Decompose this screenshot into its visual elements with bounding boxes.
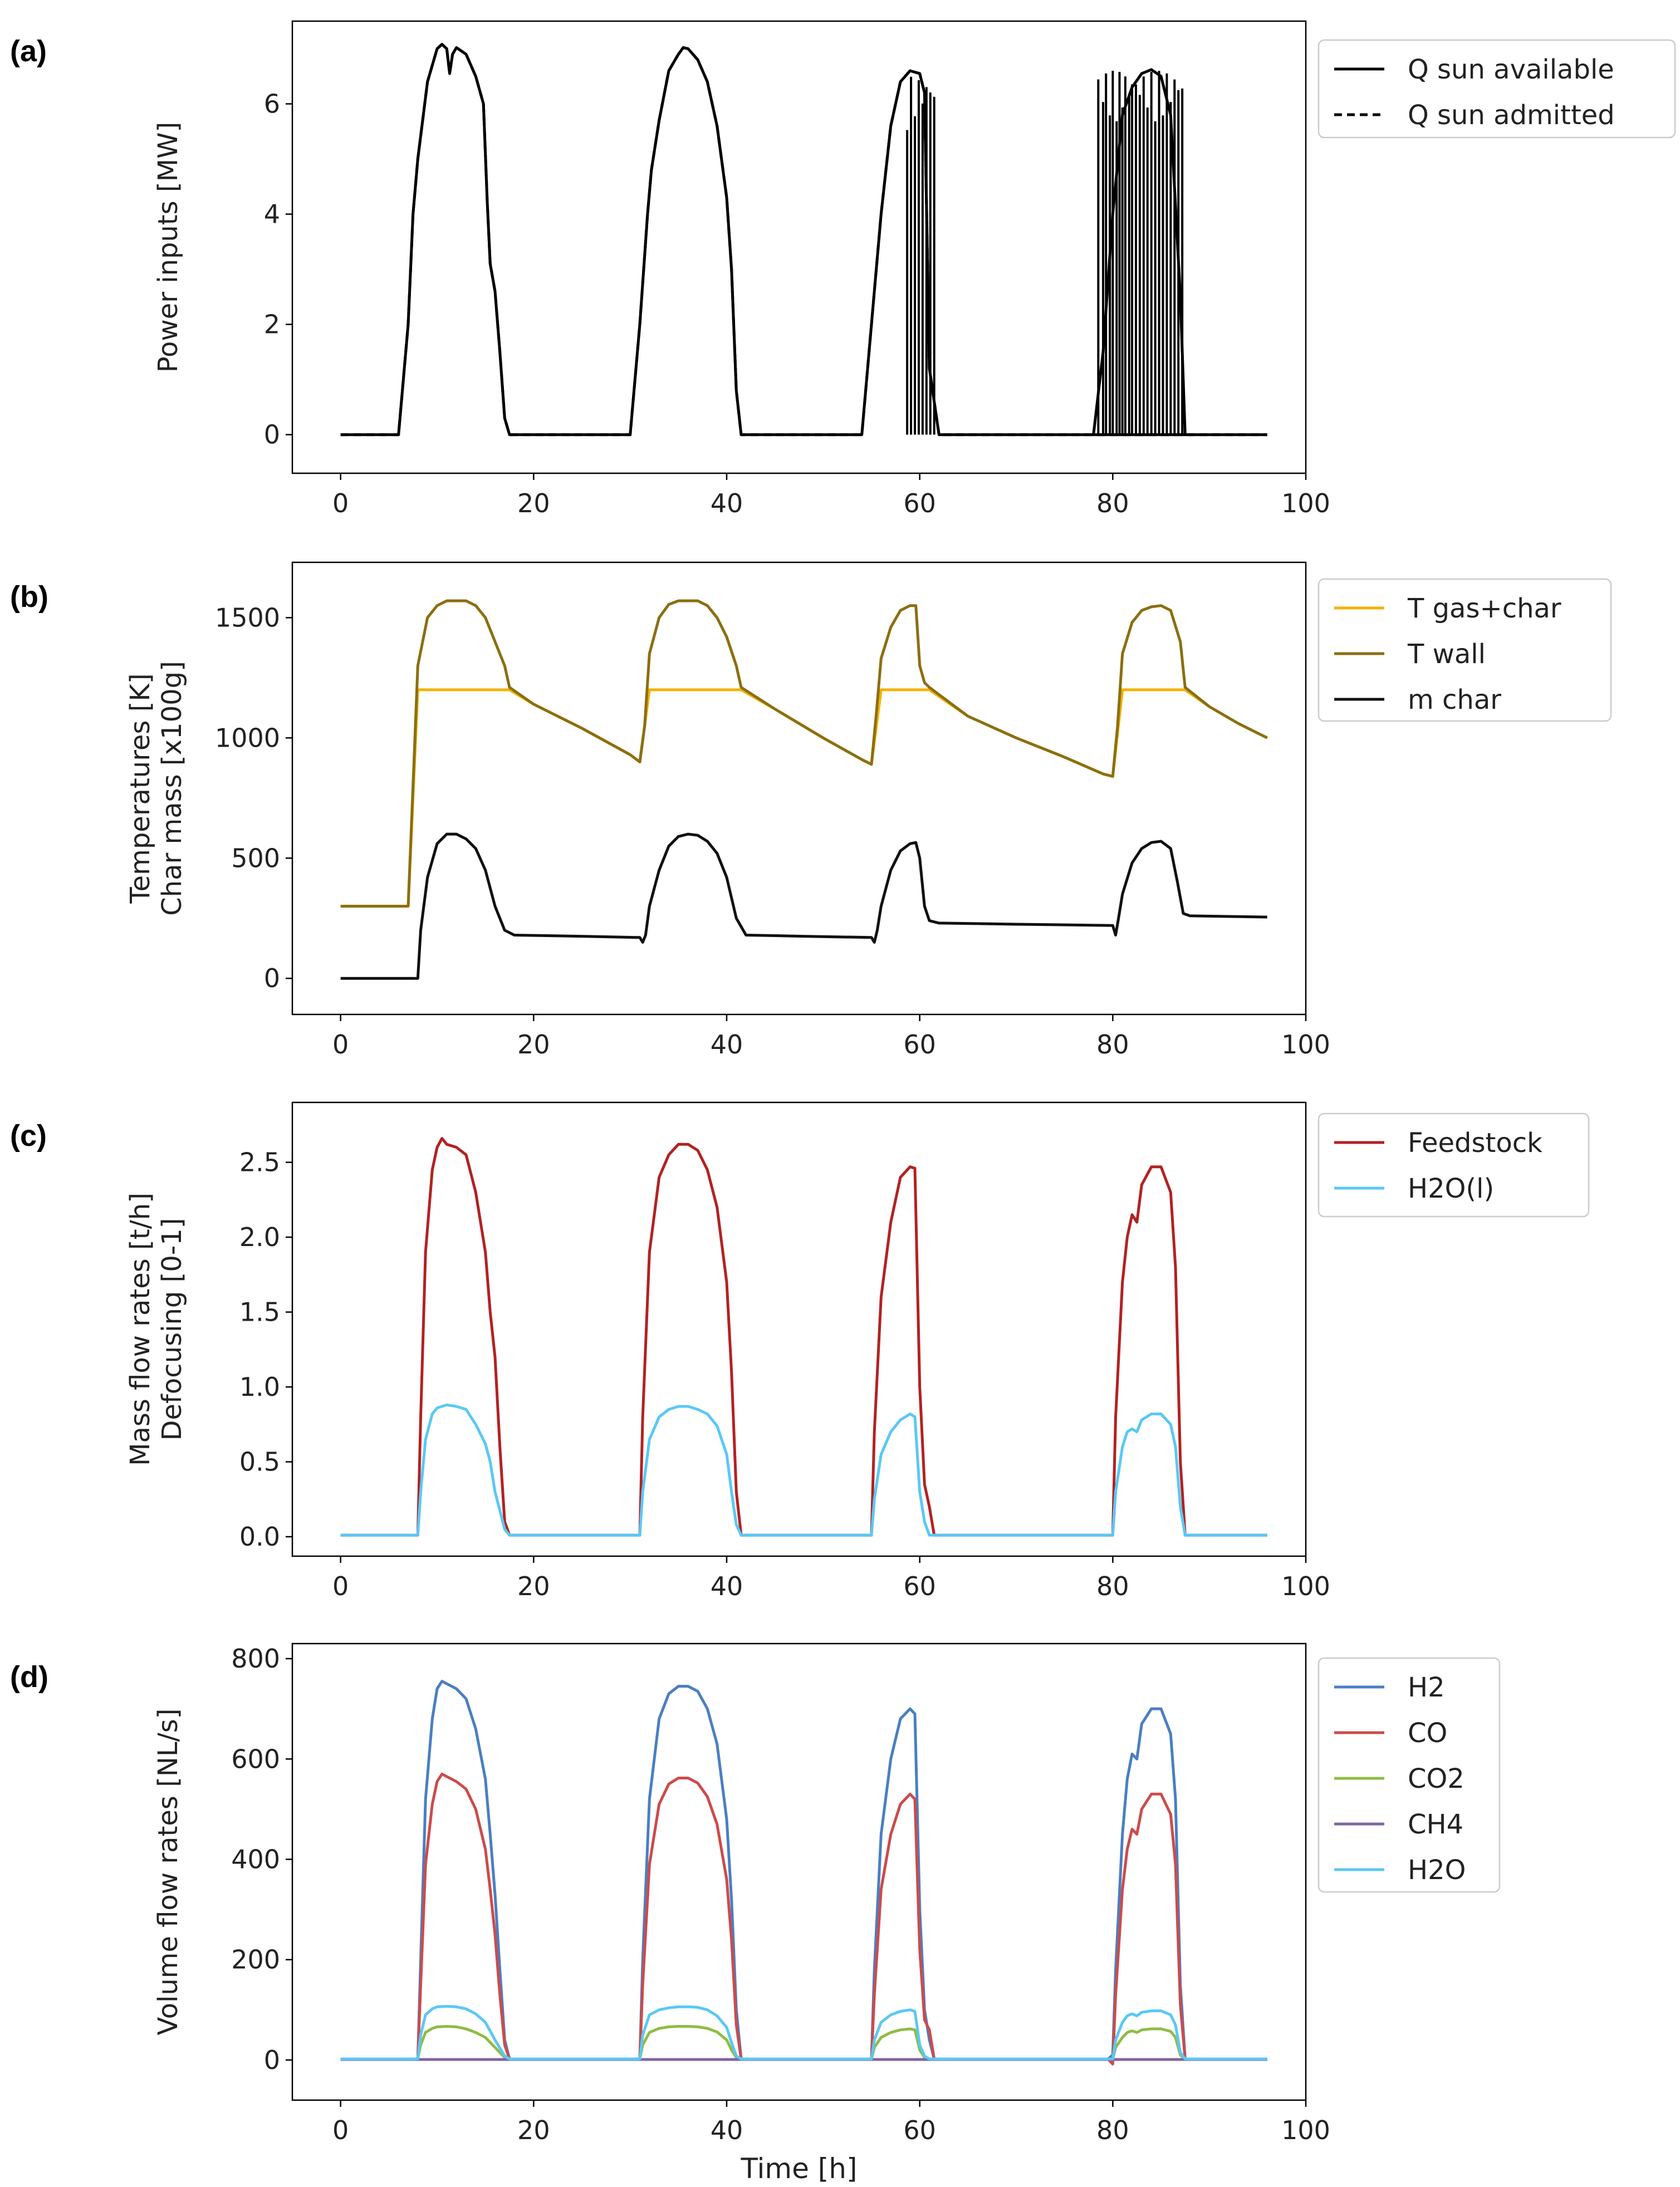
y-tick-label: 0.5 — [239, 1447, 280, 1477]
legend: T gas+char T wall m char — [1317, 578, 1612, 722]
y-tick-label: 1.5 — [239, 1297, 280, 1327]
legend: H2 CO CO2 CH4 H2O — [1317, 1657, 1501, 1893]
y-tick-label: 600 — [231, 1744, 280, 1774]
series-line-feedstock — [340, 1137, 1267, 1537]
x-tick-label: 40 — [711, 1029, 743, 1060]
y-tick-label: 1500 — [215, 602, 280, 632]
legend-box — [1317, 578, 1612, 722]
x-tick-label: 0 — [332, 2115, 349, 2145]
x-tick-label: 60 — [903, 488, 936, 518]
legend-label: CO — [1408, 1718, 1447, 1749]
series-line-co2 — [340, 2025, 1267, 2061]
axes-frame — [291, 1642, 1307, 2101]
series-line-h2o — [340, 2005, 1267, 2061]
panel-label: (a) — [10, 35, 47, 68]
x-tick-label: 40 — [711, 2115, 743, 2145]
x-tick-label: 80 — [1096, 1029, 1129, 1060]
x-tick-label: 100 — [1281, 488, 1330, 518]
x-tick-label: 20 — [517, 488, 550, 518]
y-tick-label: 0 — [264, 2045, 280, 2075]
legend-box — [1317, 39, 1676, 139]
y-axis-label: Power inputs [MW] — [153, 122, 184, 372]
legend-label: T wall — [1407, 639, 1486, 670]
y-tick-label: 2 — [264, 310, 280, 340]
x-tick-label: 100 — [1281, 2115, 1330, 2145]
y-tick-label: 0 — [264, 420, 280, 450]
x-tick-label: 20 — [517, 1571, 550, 1601]
y-axis-label-2: Defocusing [0-1] — [156, 1218, 188, 1441]
legend: Q sun available Q sun admitted — [1317, 39, 1676, 139]
legend-label: CH4 — [1408, 1809, 1463, 1840]
y-tick-label: 500 — [231, 843, 280, 873]
series-line-h2o-l- — [340, 1403, 1267, 1537]
series-line-t-wall — [340, 599, 1268, 908]
legend-box — [1317, 1657, 1501, 1893]
x-tick-label: 0 — [332, 1029, 349, 1060]
y-axis-label-2: Char mass [x100g] — [156, 661, 188, 916]
legend-box — [1317, 1112, 1590, 1218]
y-tick-label: 0.0 — [239, 1522, 280, 1552]
x-tick-label: 80 — [1096, 1571, 1129, 1601]
x-tick-label: 80 — [1096, 488, 1129, 518]
panel-label: (d) — [10, 1660, 48, 1694]
x-axis-label: Time [h] — [741, 2152, 858, 2185]
y-tick-label: 0 — [264, 963, 280, 993]
series-line-co — [340, 1772, 1267, 2066]
y-tick-label: 2.0 — [239, 1222, 280, 1252]
x-tick-label: 40 — [711, 488, 743, 518]
legend-label: Feedstock — [1408, 1127, 1542, 1159]
chart-panel-3: (c) 0 20 40 60 80 100 0.0 0.5 1.0 1.5 2.0 2.5 Mass fl… — [10, 1101, 1590, 1601]
x-tick-label: 80 — [1096, 2115, 1129, 2145]
panel-label: (b) — [10, 580, 48, 614]
legend-label: H2 — [1408, 1672, 1445, 1703]
legend-label: T gas+char — [1407, 593, 1561, 624]
y-tick-label: 800 — [231, 1644, 280, 1674]
chart-panel-4: (d) 0 20 40 60 80 100 0 200 400 600 800 Volume flow … — [10, 1642, 1501, 2185]
y-tick-label: 4 — [264, 199, 280, 229]
x-tick-label: 60 — [903, 1029, 936, 1060]
axes-frame — [291, 561, 1307, 1016]
y-tick-label: 1000 — [215, 723, 280, 753]
x-tick-label: 0 — [332, 1571, 349, 1601]
axes-frame — [291, 20, 1307, 474]
panel-label: (c) — [10, 1119, 47, 1153]
x-tick-label: 20 — [517, 1029, 550, 1060]
x-tick-label: 40 — [711, 1571, 743, 1601]
series-line-h2 — [340, 1680, 1267, 2061]
x-tick-label: 100 — [1281, 1029, 1330, 1060]
chart-panel-1: (a) 0 20 40 60 80 100 0 2 4 6 Power inputs [MW] Q su… — [10, 20, 1676, 518]
legend-label: H2O(l) — [1408, 1173, 1494, 1204]
series-line-m-char — [340, 832, 1267, 980]
x-tick-label: 60 — [903, 1571, 936, 1601]
legend-label: CO2 — [1408, 1763, 1465, 1794]
chart-panel-2: (b)0 20 40 60 80 100050010001500Temperatures … — [10, 561, 1612, 1060]
y-axis-label: Volume flow rates [NL/s] — [153, 1709, 184, 2036]
x-tick-label: 0 — [332, 488, 349, 518]
legend-label: Q sun admitted — [1408, 100, 1615, 131]
axes-frame — [291, 1101, 1307, 1557]
y-tick-label: 6 — [264, 89, 280, 119]
x-tick-label: 60 — [903, 2115, 936, 2145]
y-axis-label: Mass flow rates [t/h] — [125, 1193, 156, 1466]
legend-label: H2O — [1408, 1855, 1466, 1886]
legend: Feedstock H2O(l) — [1317, 1112, 1590, 1218]
legend-label: Q sun available — [1408, 54, 1614, 85]
y-tick-label: 2.5 — [239, 1148, 280, 1178]
y-axis-label: Temperatures [K] — [125, 673, 156, 904]
y-tick-label: 400 — [231, 1844, 280, 1874]
x-tick-label: 100 — [1281, 1571, 1330, 1601]
y-tick-label: 200 — [231, 1945, 280, 1975]
x-tick-label: 20 — [517, 2115, 550, 2145]
y-tick-label: 1.0 — [239, 1372, 280, 1402]
series-line-q-sun-admitted — [340, 43, 1267, 437]
legend-label: m char — [1408, 684, 1501, 715]
